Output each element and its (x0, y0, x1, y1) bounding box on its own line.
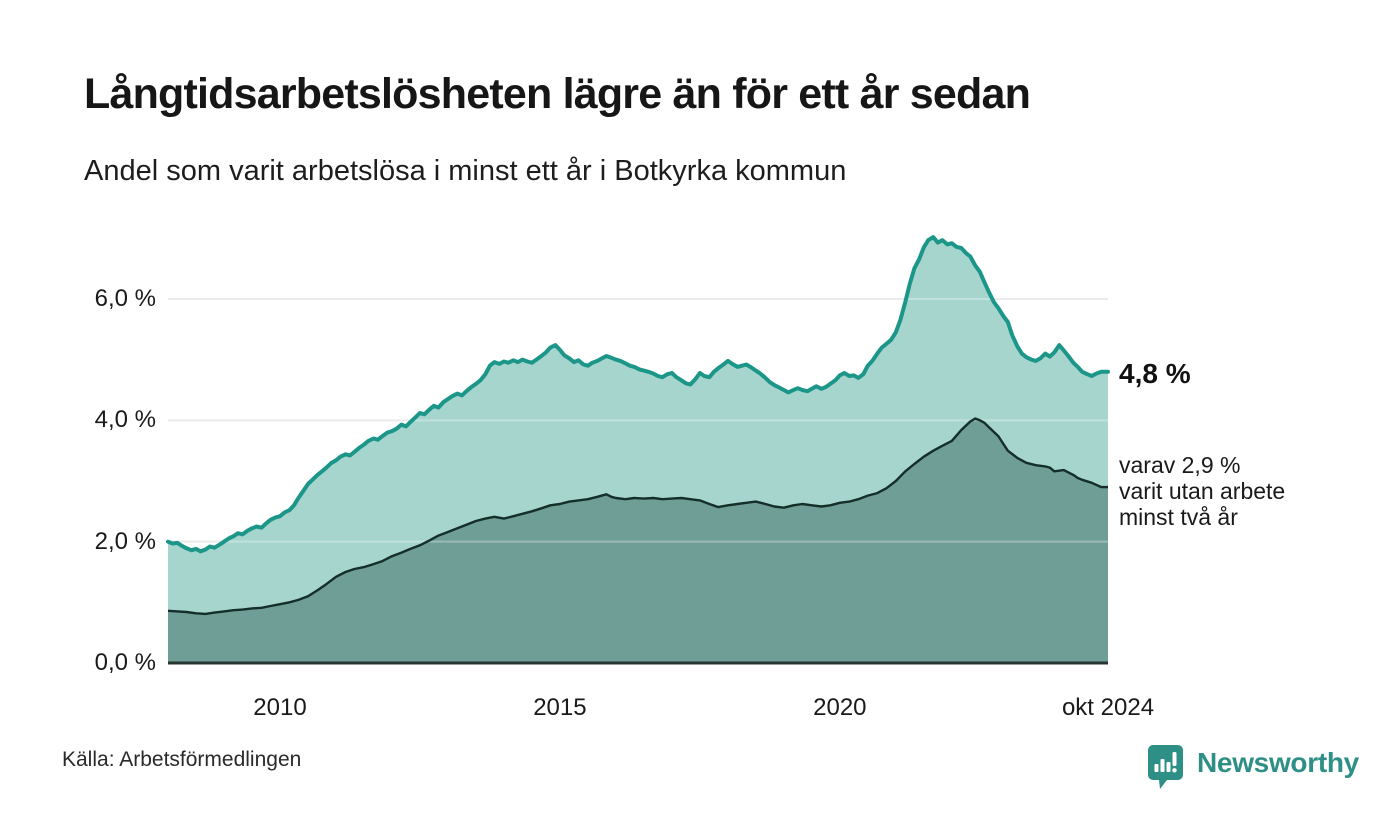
x-axis-label: 2010 (253, 694, 307, 721)
y-axis-label: 6,0 % (94, 284, 156, 312)
annotation-line: varav 2,9 % (1119, 452, 1241, 478)
page-subtitle: Andel som varit arbetslösa i minst ett å… (84, 155, 847, 187)
secondary-value-annotation: varav 2,9 % varit utan arbete minst två … (1119, 452, 1285, 530)
line-minst-ett-ar (166, 235, 1110, 554)
newsworthy-logo-text: Newsworthy (1197, 747, 1359, 778)
x-axis-label: okt 2024 (1061, 694, 1155, 721)
latest-value-annotation: 4,8 % (1119, 358, 1191, 389)
page-title: Långtidsarbetslösheten lägre än för ett … (84, 70, 1031, 118)
x-axis-label: 2020 (813, 694, 867, 721)
newsworthy-logo-icon (1148, 745, 1183, 789)
annotation-line: varit utan arbete (1119, 478, 1286, 504)
y-axis-label: 0,0 % (94, 649, 156, 676)
source-caption: Källa: Arbetsförmedlingen (62, 748, 302, 771)
x-axis-label: 2015 (533, 694, 587, 721)
line-minst-tva-ar (167, 417, 1108, 616)
y-axis-label: 4,0 % (94, 406, 156, 434)
newsworthy-logo: Newsworthy (1147, 744, 1359, 792)
annotation-line: minst två år (1119, 504, 1238, 530)
y-axis-label: 2,0 % (94, 527, 156, 555)
area-minst-tva-ar (168, 418, 1108, 663)
